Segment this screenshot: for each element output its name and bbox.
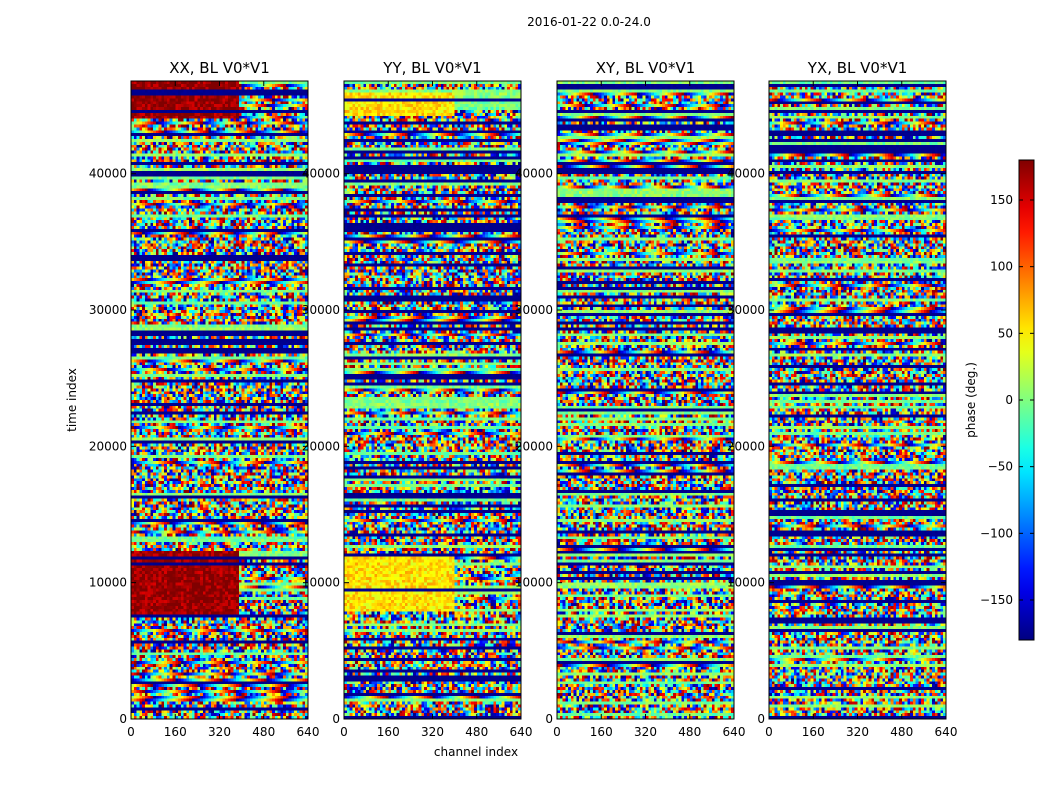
- colorbar-tick-label: 0: [1005, 393, 1013, 407]
- panel-heatmap-image: [557, 81, 734, 719]
- panel-heatmap-image: [344, 81, 521, 719]
- panel-heatmap-image: [131, 81, 308, 719]
- panel-heatmap-image: [769, 81, 946, 719]
- x-tick-label: 0: [553, 725, 561, 739]
- y-tick-label: 40000: [89, 167, 127, 181]
- colorbar-tick-label: −150: [980, 593, 1013, 607]
- y-tick-label: 20000: [515, 439, 553, 453]
- colorbar-tick-label: 100: [990, 260, 1013, 274]
- colorbar-tick-label: 150: [990, 193, 1013, 207]
- y-tick-label: 40000: [727, 167, 765, 181]
- y-tick-label: 0: [332, 712, 340, 726]
- x-tick-label: 160: [590, 725, 613, 739]
- x-tick-label: 480: [465, 725, 488, 739]
- y-tick-label: 30000: [302, 303, 340, 317]
- colorbar: −150 −100 −50 0 50 100 150: [980, 159, 1035, 641]
- x-tick-label: 0: [340, 725, 348, 739]
- x-tick-label: 160: [164, 725, 187, 739]
- panel-title: XX, BL V0*V1: [169, 59, 270, 77]
- panel-title: XY, BL V0*V1: [596, 59, 696, 77]
- x-tick-label: 320: [634, 725, 657, 739]
- x-tick-label: 480: [252, 725, 275, 739]
- y-tick-label: 30000: [727, 303, 765, 317]
- y-tick-label: 0: [757, 712, 765, 726]
- colorbar-label: phase (deg.): [964, 362, 978, 438]
- y-tick-label: 10000: [727, 576, 765, 590]
- y-tick-label: 10000: [302, 576, 340, 590]
- y-tick-label: 20000: [727, 439, 765, 453]
- x-tick-label: 160: [802, 725, 825, 739]
- x-tick-label: 320: [208, 725, 231, 739]
- x-tick-label: 320: [846, 725, 869, 739]
- y-tick-label: 10000: [89, 576, 127, 590]
- x-tick-label: 640: [935, 725, 958, 739]
- y-tick-label: 20000: [302, 439, 340, 453]
- x-tick-label: 640: [510, 725, 533, 739]
- y-axis-label: time index: [65, 368, 79, 432]
- x-tick-label: 640: [297, 725, 320, 739]
- y-tick-label: 30000: [89, 303, 127, 317]
- y-tick-label: 40000: [302, 167, 340, 181]
- x-tick-label: 480: [890, 725, 913, 739]
- y-tick-label: 0: [545, 712, 553, 726]
- x-tick-label: 160: [377, 725, 400, 739]
- figure-suptitle: 2016-01-22 0.0-24.0: [527, 15, 651, 29]
- panel-title: YX, BL V0*V1: [807, 59, 908, 77]
- x-tick-label: 480: [678, 725, 701, 739]
- panel-1: YY, BL V0*V1 0 160 320 480 640 0 10000 20000 3000…: [302, 59, 533, 739]
- x-axis-label: channel index: [434, 745, 518, 759]
- panel-title: YY, BL V0*V1: [382, 59, 481, 77]
- y-tick-label: 0: [119, 712, 127, 726]
- panel-0: XX, BL V0*V1 0 160 320 480 640 0 10000 20000 3000…: [89, 59, 320, 739]
- panel-2: XY, BL V0*V1 0 160 320 480 640 0 10000 20000 3000…: [515, 59, 746, 739]
- x-tick-label: 0: [127, 725, 135, 739]
- y-tick-label: 40000: [515, 167, 553, 181]
- x-tick-label: 320: [421, 725, 444, 739]
- colorbar-tick-label: −50: [988, 460, 1013, 474]
- y-tick-label: 20000: [89, 439, 127, 453]
- panel-3: YX, BL V0*V1 0 160 320 480 640 0 10000 20000 3000…: [727, 59, 958, 739]
- x-tick-label: 0: [765, 725, 773, 739]
- x-tick-label: 640: [723, 725, 746, 739]
- y-tick-label: 30000: [515, 303, 553, 317]
- colorbar-tick-label: −100: [980, 526, 1013, 540]
- y-tick-label: 10000: [515, 576, 553, 590]
- panels: XX, BL V0*V1 0 160 320 480 640 0 10000 20000 3000…: [89, 59, 958, 739]
- colorbar-tick-label: 50: [998, 326, 1013, 340]
